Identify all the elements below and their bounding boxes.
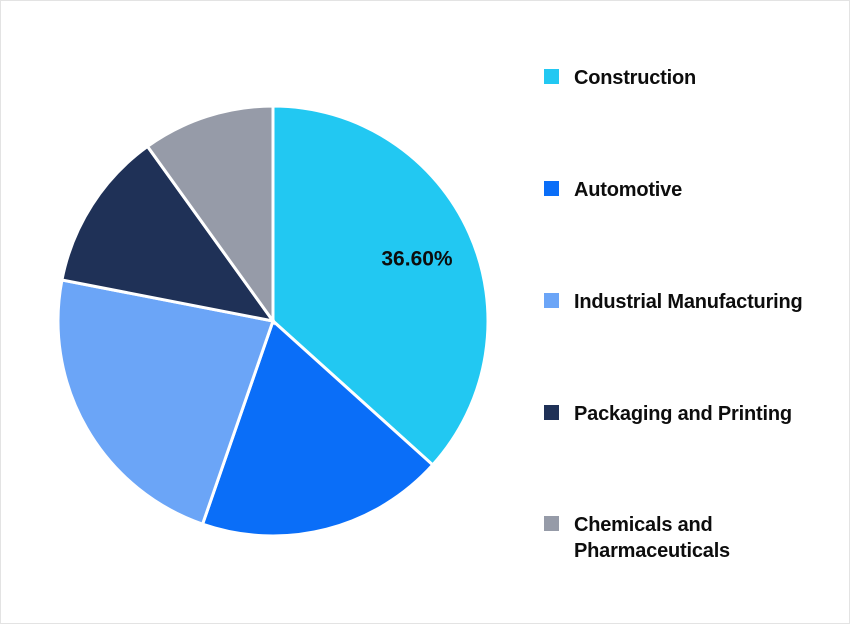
pie-slice-chemicals-and-pharmaceuticals[interactable] xyxy=(145,104,275,326)
legend-item-automotive[interactable]: Automotive xyxy=(544,177,850,203)
legend-swatch-automotive xyxy=(544,181,559,196)
legend-item-chemicals-and-pharmaceuticals[interactable]: Chemicals and Pharmaceuticals xyxy=(544,512,850,564)
legend-label-industrial-manufacturing: Industrial Manufacturing xyxy=(574,291,803,313)
pie-slice-packaging-and-printing[interactable] xyxy=(60,144,277,324)
pie-chart-area: 36.60% xyxy=(1,1,546,625)
pie-slice-industrial-manufacturing[interactable] xyxy=(56,278,275,527)
legend-item-construction[interactable]: Construction xyxy=(544,65,850,91)
pie-slice-construction[interactable] xyxy=(271,104,490,468)
legend-label-automotive: Automotive xyxy=(574,179,683,201)
legend-label-construction: Construction xyxy=(574,67,697,89)
legend-item-industrial-manufacturing[interactable]: Industrial Manufacturing xyxy=(544,289,850,315)
legend-swatch-industrial-manufacturing xyxy=(544,293,559,308)
pie-data-label-construction: 36.60% xyxy=(381,248,453,271)
pie-slice-group xyxy=(56,104,490,538)
legend-label-chemicals-and-pharmaceuticals: Chemicals and Pharmaceuticals xyxy=(574,514,730,562)
pie-chart-svg: 36.60% xyxy=(56,104,490,538)
legend-item-packaging-and-printing[interactable]: Packaging and Printing xyxy=(544,401,850,427)
legend-swatch-packaging-and-printing xyxy=(544,405,559,420)
chart-legend: Construction Automotive Industrial Manuf… xyxy=(544,1,850,625)
legend-label-packaging-and-printing: Packaging and Printing xyxy=(574,403,792,425)
pie-slice-automotive[interactable] xyxy=(200,318,435,538)
legend-swatch-construction xyxy=(544,69,559,84)
legend-swatch-chemicals-and-pharmaceuticals xyxy=(544,516,559,531)
